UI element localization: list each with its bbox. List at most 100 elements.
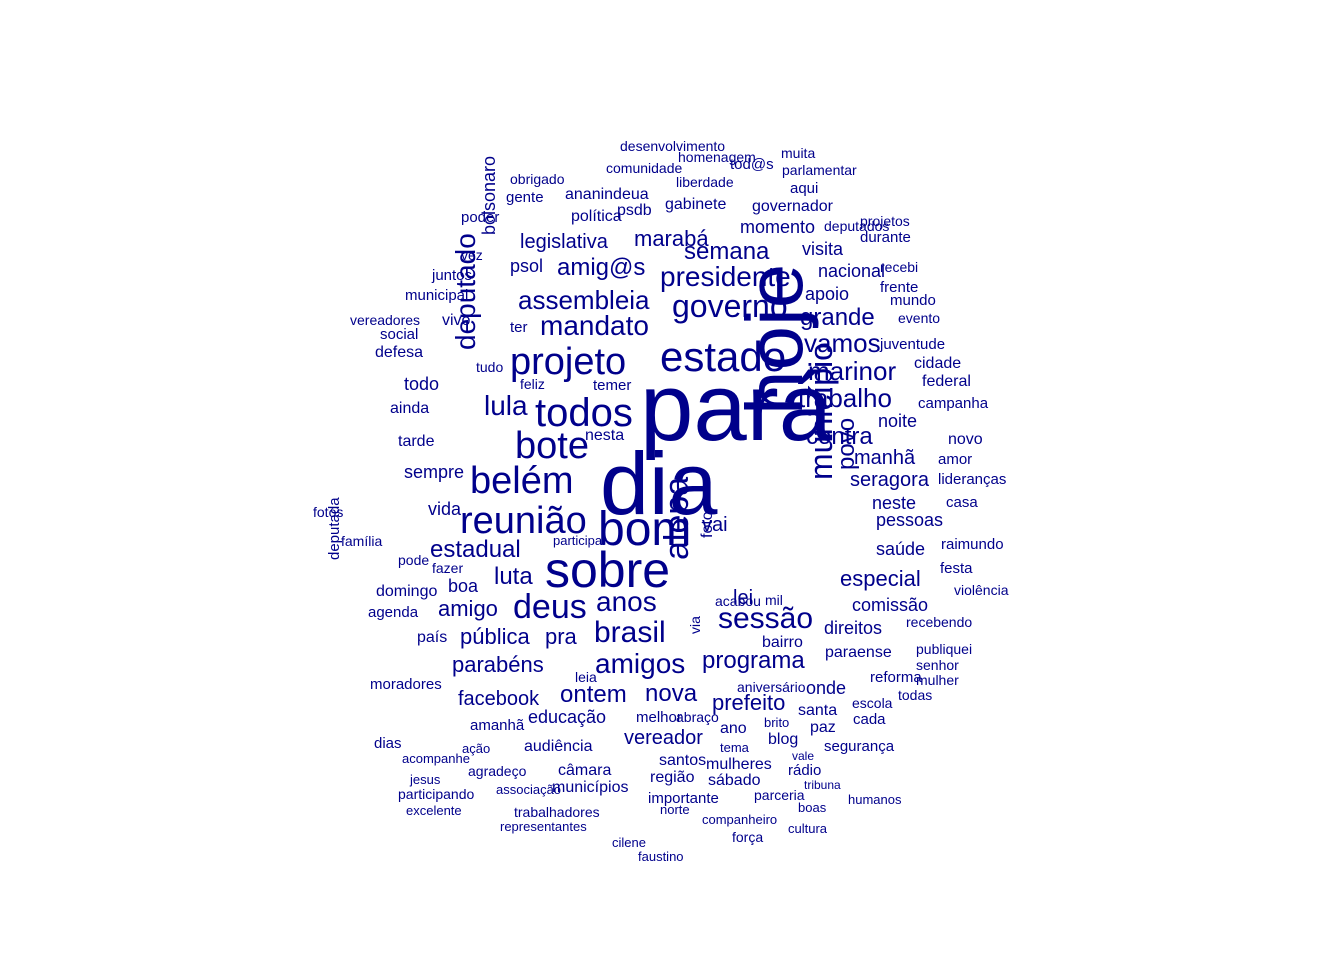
word-16: sessão — [718, 602, 814, 635]
word-74: paraense — [825, 644, 892, 661]
word-58: facebook — [458, 688, 540, 710]
word-123: melhor — [636, 709, 682, 726]
word-182: jesus — [410, 772, 441, 787]
word-161: ação — [462, 741, 491, 756]
word-97: social — [380, 326, 419, 343]
word-0: pará — [640, 354, 833, 461]
word-61: saúde — [876, 539, 926, 559]
word-133: deputados — [824, 218, 890, 234]
word-63: sempre — [404, 462, 465, 482]
word-71: noite — [878, 411, 918, 431]
word-126: aniversário — [737, 679, 806, 695]
word-146: fazer — [432, 560, 464, 576]
word-100: ainda — [390, 400, 430, 417]
word-152: pode — [398, 552, 430, 568]
word-136: parlamentar — [782, 162, 857, 178]
word-173: parceria — [754, 787, 805, 803]
word-179: participando — [398, 786, 475, 802]
word-181: acompanhe — [402, 751, 470, 766]
word-144: muita — [781, 145, 816, 161]
word-166: tribuna — [804, 778, 841, 792]
word-138: comunidade — [606, 160, 683, 176]
word-53: nacional — [818, 261, 886, 281]
word-164: tema — [720, 740, 749, 755]
word-137: desenvolvimento — [620, 138, 726, 154]
word-158: mil — [765, 592, 783, 608]
word-171: companheiro — [702, 812, 778, 827]
word-47: manhã — [854, 447, 916, 469]
word-98: defesa — [375, 344, 424, 361]
word-104: campanha — [918, 395, 989, 412]
word-107: lideranças — [938, 471, 1007, 488]
word-57: comissão — [852, 595, 929, 615]
word-92: moradores — [370, 676, 442, 693]
word-64: nesta — [585, 427, 625, 444]
word-68: psdb — [617, 202, 652, 219]
word-151: vez — [461, 247, 483, 263]
word-56: direitos — [824, 618, 883, 638]
word-122: amanhã — [470, 717, 525, 734]
word-117: escola — [852, 695, 893, 711]
word-1: dia — [600, 434, 718, 533]
word-44: vereador — [624, 727, 703, 749]
word-23: assembleia — [518, 285, 650, 315]
word-109: raimundo — [941, 536, 1004, 553]
word-149: tudo — [476, 359, 504, 375]
word-125: agradeço — [468, 763, 527, 779]
word-17: mandato — [540, 310, 649, 341]
word-55: visita — [802, 239, 844, 259]
word-162: abraço — [676, 709, 719, 725]
word-103: federal — [922, 373, 971, 390]
word-50: psol — [510, 256, 544, 276]
word-127: evento — [898, 310, 941, 326]
word-38: parabéns — [452, 652, 544, 677]
word-73: bairro — [762, 634, 803, 651]
word-86: municípios — [552, 779, 629, 796]
word-96: vereadores — [350, 312, 421, 328]
word-10: reunião — [460, 500, 587, 542]
word-159: leia — [575, 669, 597, 685]
word-22: amigos — [595, 648, 686, 679]
word-34: programa — [702, 647, 805, 674]
word-46: vai — [702, 514, 728, 536]
word-18: presidente — [660, 261, 791, 292]
word-88: boa — [448, 576, 479, 596]
word-124: dias — [374, 735, 402, 752]
word-128: mundo — [890, 292, 936, 309]
word-7: projeto — [510, 341, 627, 383]
word-6: todos — [535, 391, 633, 435]
word-112: recebendo — [906, 614, 973, 630]
word-83: câmara — [558, 762, 612, 779]
word-178: representantes — [500, 819, 587, 834]
word-143: tod@s — [730, 156, 774, 173]
word-150: ter — [510, 319, 528, 336]
word-142: homenagem — [678, 149, 756, 165]
word-176: excelente — [406, 803, 462, 818]
word-135: liberdade — [676, 174, 734, 190]
word-120: reforma — [870, 669, 922, 686]
word-30: estadual — [430, 536, 521, 563]
word-5: estado — [660, 333, 787, 380]
word-119: segurança — [824, 738, 895, 755]
word-114: senhor — [916, 657, 959, 673]
word-72: neste — [872, 493, 917, 513]
word-8: bote — [515, 425, 589, 467]
word-11: deus — [513, 588, 587, 626]
word-141: poder — [461, 209, 500, 226]
word-45: lei — [733, 587, 754, 609]
word-132: projetos — [860, 213, 910, 229]
word-62: vida — [428, 499, 462, 519]
word-37: especial — [840, 566, 921, 591]
word-24: marinor — [808, 356, 897, 386]
word-42: marabá — [634, 226, 709, 251]
word-170: norte — [660, 802, 690, 817]
word-76: santa — [798, 702, 838, 719]
word-121: rádio — [788, 762, 822, 779]
word-87: importante — [648, 790, 719, 807]
word-174: faustino — [638, 849, 684, 864]
word-48: seragora — [850, 469, 929, 491]
word-106: amor — [938, 451, 973, 468]
word-168: humanos — [848, 792, 902, 807]
word-27: amig@s — [557, 254, 646, 281]
word-49: legislativa — [520, 231, 608, 253]
